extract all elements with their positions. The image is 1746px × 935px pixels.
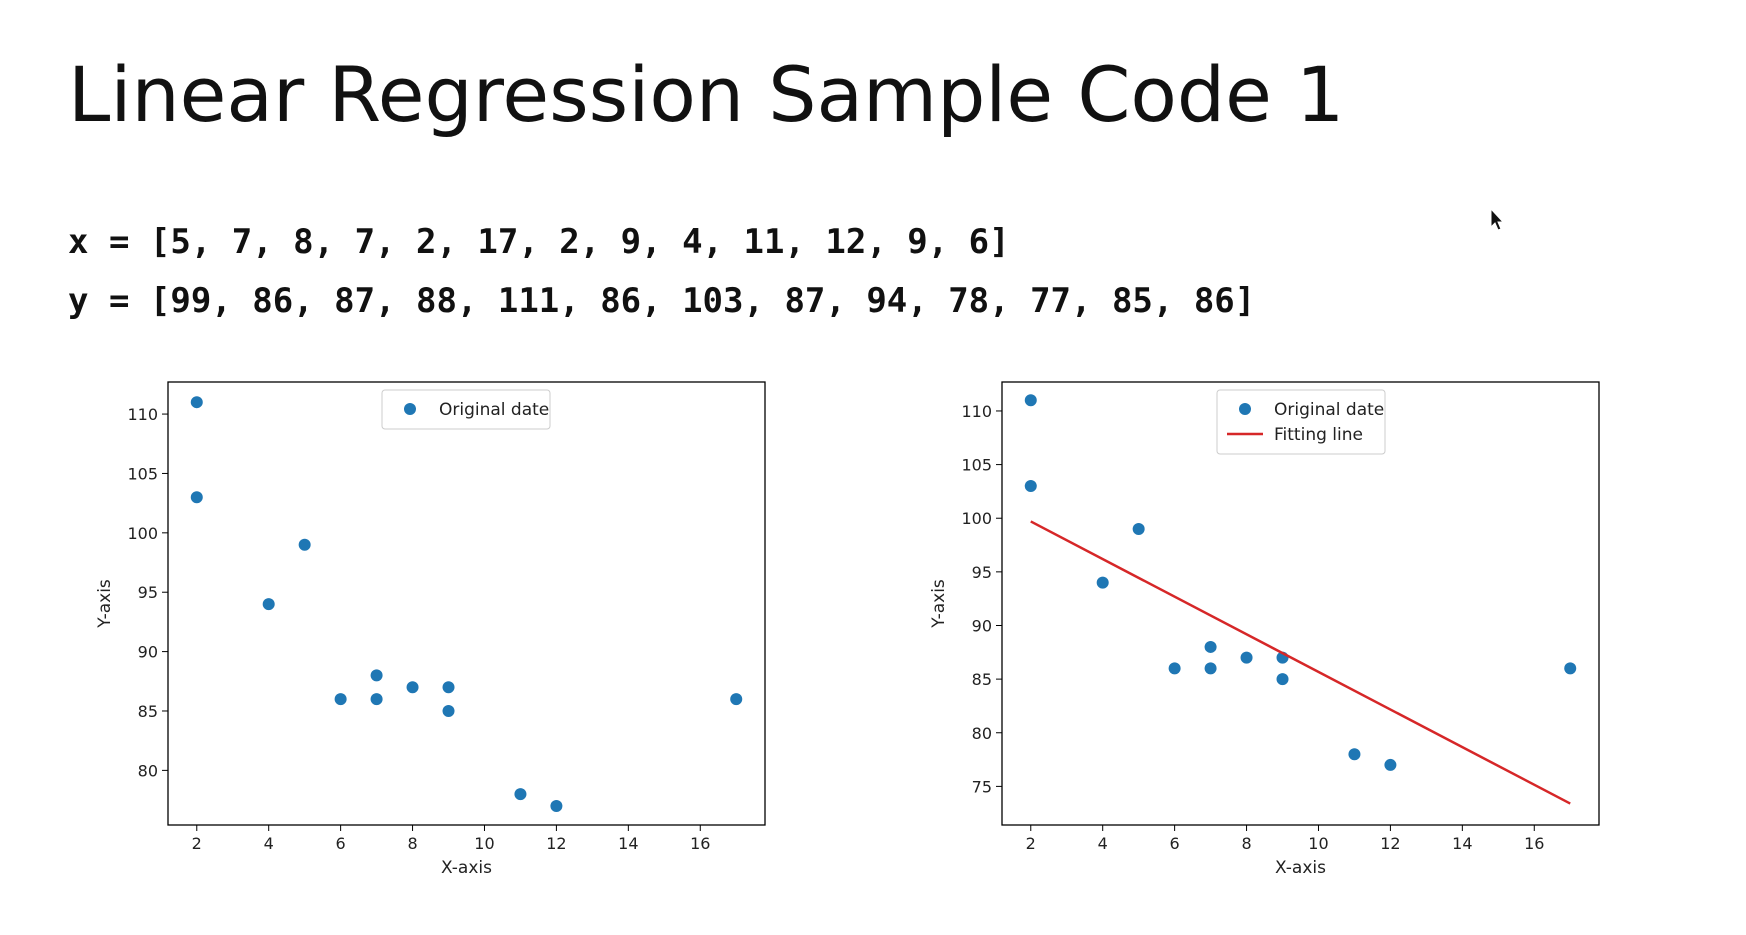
data-point bbox=[1384, 758, 1397, 771]
code-line-y: y = [99, 86, 87, 88, 111, 86, 103, 87, 9… bbox=[68, 281, 1256, 321]
legend-point-marker bbox=[1239, 403, 1251, 415]
x-tick-label: 6 bbox=[1170, 834, 1180, 853]
y-tick-label: 90 bbox=[972, 616, 992, 635]
legend-label: Original date bbox=[439, 400, 549, 420]
legend-label: Fitting line bbox=[1274, 425, 1363, 445]
legend-box bbox=[1216, 389, 1386, 455]
slide-title: Linear Regression Sample Code 1 bbox=[68, 50, 1345, 139]
data-point bbox=[550, 799, 563, 812]
y-axis-label: Y-axis bbox=[95, 579, 115, 629]
x-axis-label: X-axis bbox=[1275, 858, 1326, 878]
x-tick-label: 12 bbox=[546, 834, 566, 853]
x-tick-label: 4 bbox=[264, 834, 274, 853]
legend-box bbox=[381, 389, 551, 430]
data-point bbox=[1276, 673, 1289, 686]
y-tick-label: 95 bbox=[972, 563, 992, 582]
data-point bbox=[442, 681, 455, 694]
x-axis-label: X-axis bbox=[441, 858, 492, 878]
x-tick-label: 8 bbox=[407, 834, 417, 853]
x-tick-label: 6 bbox=[336, 834, 346, 853]
data-point bbox=[1564, 662, 1577, 675]
data-point bbox=[262, 598, 275, 611]
data-point bbox=[1024, 394, 1037, 407]
data-point bbox=[370, 669, 383, 682]
x-tick-label: 2 bbox=[192, 834, 202, 853]
x-tick-label: 14 bbox=[618, 834, 638, 853]
x-tick-label: 10 bbox=[474, 834, 494, 853]
mouse-pointer-icon bbox=[1490, 208, 1505, 231]
plot-frame bbox=[167, 381, 766, 826]
y-axis-label: Y-axis bbox=[929, 579, 949, 629]
x-tick-label: 8 bbox=[1241, 834, 1251, 853]
x-tick-label: 10 bbox=[1308, 834, 1328, 853]
y-tick-label: 75 bbox=[972, 777, 992, 796]
x-tick-label: 14 bbox=[1452, 834, 1472, 853]
legend: Original date bbox=[381, 389, 551, 430]
legend: Original date Fitting line bbox=[1216, 389, 1386, 455]
data-point bbox=[442, 704, 455, 717]
data-point bbox=[1096, 576, 1109, 589]
y-tick-label: 110 bbox=[127, 405, 158, 424]
data-point bbox=[370, 693, 383, 706]
y-tick-label: 85 bbox=[972, 670, 992, 689]
scatter-chart-original: 2 4 6 8 10 12 14 16 80 85 90 95 100 105 110 X-axis Y-axi… bbox=[95, 381, 766, 878]
data-point bbox=[190, 396, 203, 409]
data-point bbox=[1204, 640, 1217, 653]
fitting-line bbox=[1030, 520, 1571, 805]
data-point bbox=[730, 693, 743, 706]
data-point bbox=[1168, 662, 1181, 675]
y-tick-label: 90 bbox=[138, 643, 158, 662]
data-point bbox=[514, 788, 527, 801]
y-tick-label: 85 bbox=[138, 702, 158, 721]
data-point bbox=[334, 693, 347, 706]
data-point bbox=[298, 538, 311, 551]
y-tick-label: 80 bbox=[138, 761, 158, 780]
code-line-x: x = [5, 7, 8, 7, 2, 17, 2, 9, 4, 11, 12,… bbox=[68, 222, 1010, 262]
legend-point-marker bbox=[404, 403, 416, 415]
y-tick-label: 100 bbox=[127, 524, 158, 543]
y-tick-label: 105 bbox=[127, 464, 158, 483]
x-tick-label: 16 bbox=[690, 834, 710, 853]
x-tick-label: 12 bbox=[1380, 834, 1400, 853]
data-point bbox=[1024, 480, 1037, 493]
x-tick-label: 2 bbox=[1026, 834, 1036, 853]
data-point bbox=[190, 491, 203, 504]
data-point bbox=[1204, 662, 1217, 675]
data-point bbox=[1132, 522, 1145, 535]
y-tick-label: 100 bbox=[961, 509, 992, 528]
scatter-chart-fitted: 2 4 6 8 10 12 14 16 75 80 85 90 95 100 105 110 X-axis Y-a… bbox=[929, 381, 1600, 878]
data-point bbox=[1240, 651, 1253, 664]
data-point bbox=[1348, 748, 1361, 761]
data-point bbox=[406, 681, 419, 694]
y-tick-label: 95 bbox=[138, 583, 158, 602]
y-tick-label: 105 bbox=[961, 456, 992, 475]
x-tick-label: 16 bbox=[1524, 834, 1544, 853]
y-tick-label: 80 bbox=[972, 724, 992, 743]
legend-label: Original date bbox=[1274, 400, 1384, 420]
plot-frame bbox=[1001, 381, 1600, 826]
x-tick-label: 4 bbox=[1098, 834, 1108, 853]
y-tick-label: 110 bbox=[961, 402, 992, 421]
